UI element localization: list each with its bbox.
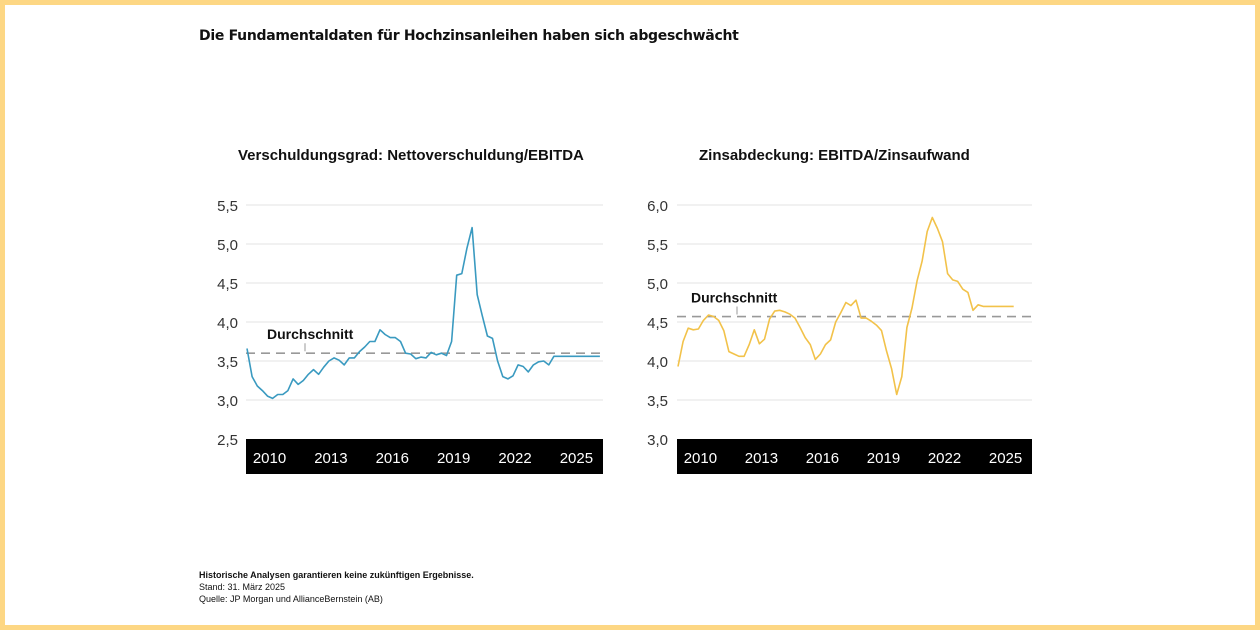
x-tick-label: 2013 bbox=[314, 450, 347, 467]
y-tick-label: 3,0 bbox=[217, 393, 238, 410]
y-tick-label: 4,5 bbox=[647, 315, 668, 332]
x-tick-label: 2016 bbox=[806, 450, 839, 467]
footnotes: Historische Analysen garantieren keine z… bbox=[199, 569, 474, 605]
y-tick-label: 4,5 bbox=[217, 276, 238, 293]
y-tick-label: 3,5 bbox=[217, 354, 238, 371]
x-tick-label: 2022 bbox=[928, 450, 961, 467]
x-axis-band bbox=[246, 439, 603, 474]
y-tick-label: 3,5 bbox=[647, 393, 668, 410]
y-tick-label: 3,0 bbox=[647, 432, 668, 449]
x-tick-label: 2016 bbox=[376, 450, 409, 467]
y-tick-label: 4,0 bbox=[647, 354, 668, 371]
x-tick-label: 2022 bbox=[498, 450, 531, 467]
page-title: Die Fundamentaldaten für Hochzinsanleihe… bbox=[199, 28, 739, 44]
average-label: Durchschnitt bbox=[267, 326, 354, 342]
chart-title-interest-coverage: Zinsabdeckung: EBITDA/Zinsaufwand bbox=[699, 147, 970, 164]
disclaimer-text: Historische Analysen garantieren keine z… bbox=[199, 570, 474, 580]
source-text: Quelle: JP Morgan und AllianceBernstein … bbox=[199, 594, 383, 604]
x-tick-label: 2019 bbox=[867, 450, 900, 467]
series-line bbox=[246, 226, 600, 400]
x-tick-label: 2010 bbox=[253, 450, 286, 467]
x-tick-label: 2025 bbox=[989, 450, 1022, 467]
x-tick-label: 2010 bbox=[684, 450, 717, 467]
x-axis-band bbox=[677, 439, 1032, 474]
x-tick-label: 2025 bbox=[560, 450, 593, 467]
y-tick-label: 5,0 bbox=[217, 237, 238, 254]
average-label: Durchschnitt bbox=[691, 290, 778, 306]
y-tick-label: 5,0 bbox=[647, 276, 668, 293]
x-tick-label: 2013 bbox=[745, 450, 778, 467]
x-tick-label: 2019 bbox=[437, 450, 470, 467]
y-tick-label: 2,5 bbox=[217, 432, 238, 449]
date-text: Stand: 31. März 2025 bbox=[199, 582, 286, 592]
y-tick-label: 5,5 bbox=[217, 198, 238, 215]
series-line bbox=[677, 216, 1014, 396]
chart-title-leverage: Verschuldungsgrad: Nettoverschuldung/EBI… bbox=[238, 147, 584, 164]
y-tick-label: 6,0 bbox=[647, 198, 668, 215]
y-tick-label: 5,5 bbox=[647, 237, 668, 254]
y-tick-label: 4,0 bbox=[217, 315, 238, 332]
